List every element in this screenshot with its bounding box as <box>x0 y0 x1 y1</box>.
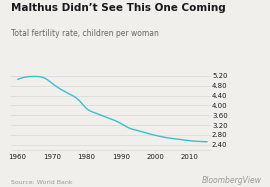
Text: Source: World Bank: Source: World Bank <box>11 180 72 185</box>
Text: Malthus Didn’t See This One Coming: Malthus Didn’t See This One Coming <box>11 3 225 13</box>
Text: BloombergView: BloombergView <box>202 176 262 185</box>
Text: Total fertility rate, children per woman: Total fertility rate, children per woman <box>11 29 159 38</box>
